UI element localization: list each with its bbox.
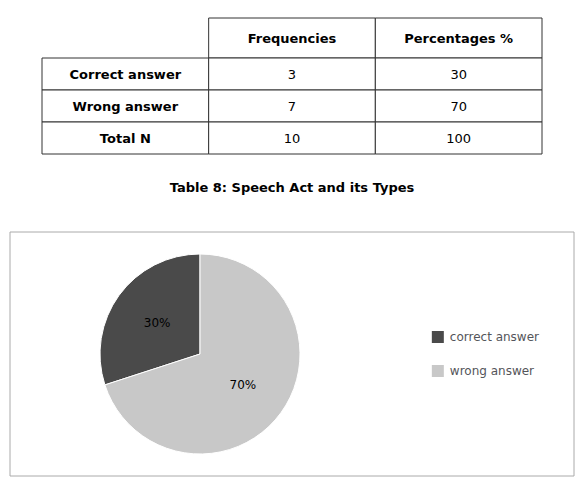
svg-text:Correct answer: Correct answer: [70, 67, 182, 82]
svg-text:Total N: Total N: [100, 131, 151, 146]
svg-text:Percentages %: Percentages %: [404, 31, 513, 46]
svg-text:100: 100: [446, 131, 471, 146]
svg-text:correct answer: correct answer: [450, 330, 539, 344]
svg-text:70: 70: [450, 99, 467, 114]
svg-text:30: 30: [450, 67, 467, 82]
svg-text:3: 3: [288, 67, 296, 82]
svg-text:Frequencies: Frequencies: [248, 31, 337, 46]
svg-text:10: 10: [284, 131, 301, 146]
svg-text:7: 7: [288, 99, 296, 114]
svg-text:Table 8: Speech Act and its Ty: Table 8: Speech Act and its Types: [170, 180, 415, 195]
svg-text:Wrong answer: Wrong answer: [73, 99, 179, 114]
svg-text:30%: 30%: [144, 316, 171, 330]
svg-text:wrong answer: wrong answer: [450, 364, 534, 378]
svg-text:70%: 70%: [230, 378, 257, 392]
